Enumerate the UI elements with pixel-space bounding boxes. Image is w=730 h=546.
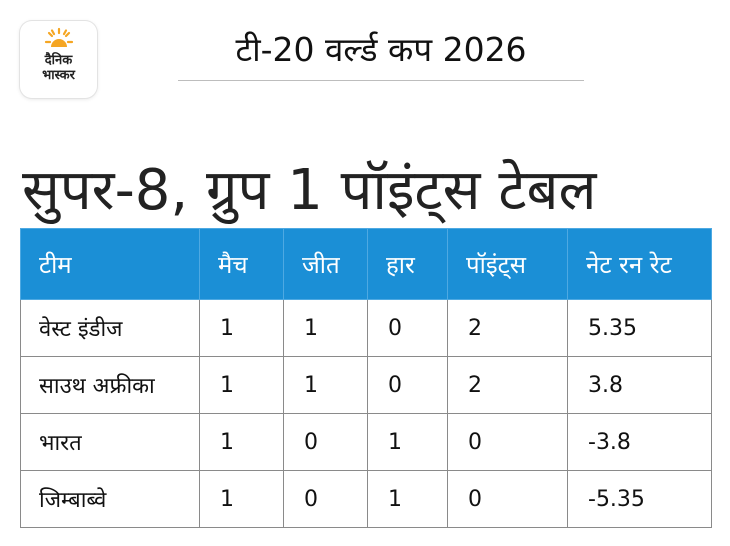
cell-nrr: -3.8 — [567, 413, 712, 471]
cell-wins: 0 — [283, 470, 368, 528]
table-row: साउथ अफ्रीका 1 1 0 2 3.8 — [20, 356, 712, 414]
column-header-matches: मैच — [199, 228, 284, 300]
cell-nrr: 5.35 — [567, 299, 712, 357]
table-row: जिम्बाब्वे 1 0 1 0 -5.35 — [20, 470, 712, 528]
cell-team: भारत — [20, 413, 200, 471]
cell-losses: 0 — [367, 356, 448, 414]
cell-points: 0 — [447, 470, 568, 528]
cell-wins: 1 — [283, 356, 368, 414]
table-row: भारत 1 0 1 0 -3.8 — [20, 413, 712, 471]
cell-team: वेस्ट इंडीज — [20, 299, 200, 357]
column-header-nrr: नेट रन रेट — [567, 228, 712, 300]
logo-text-line2: भास्कर — [42, 68, 75, 83]
cell-team: साउथ अफ्रीका — [20, 356, 200, 414]
column-header-team: टीम — [20, 228, 200, 300]
points-table: टीम मैच जीत हार पॉइंट्स नेट रन रेट वेस्ट… — [20, 228, 712, 528]
cell-nrr: -5.35 — [567, 470, 712, 528]
table-header-row: टीम मैच जीत हार पॉइंट्स नेट रन रेट — [20, 228, 712, 300]
sun-icon — [44, 27, 73, 47]
cell-matches: 1 — [199, 413, 284, 471]
brand-logo: दैनिक भास्कर — [20, 21, 97, 98]
header-title: टी-20 वर्ल्ड कप 2026 — [235, 30, 527, 69]
column-header-points: पॉइंट्स — [447, 228, 568, 300]
cell-points: 2 — [447, 299, 568, 357]
cell-wins: 1 — [283, 299, 368, 357]
cell-nrr: 3.8 — [567, 356, 712, 414]
cell-matches: 1 — [199, 470, 284, 528]
cell-points: 2 — [447, 356, 568, 414]
cell-matches: 1 — [199, 356, 284, 414]
cell-losses: 1 — [367, 470, 448, 528]
logo-text-line1: दैनिक — [44, 53, 73, 68]
page-title: सुपर-8, ग्रुप 1 पॉइंट्स टेबल — [22, 157, 597, 223]
header-divider — [178, 80, 584, 81]
column-header-wins: जीत — [283, 228, 368, 300]
table-row: वेस्ट इंडीज 1 1 0 2 5.35 — [20, 299, 712, 357]
cell-losses: 0 — [367, 299, 448, 357]
cell-matches: 1 — [199, 299, 284, 357]
cell-wins: 0 — [283, 413, 368, 471]
column-header-losses: हार — [367, 228, 448, 300]
cell-points: 0 — [447, 413, 568, 471]
cell-losses: 1 — [367, 413, 448, 471]
cell-team: जिम्बाब्वे — [20, 470, 200, 528]
